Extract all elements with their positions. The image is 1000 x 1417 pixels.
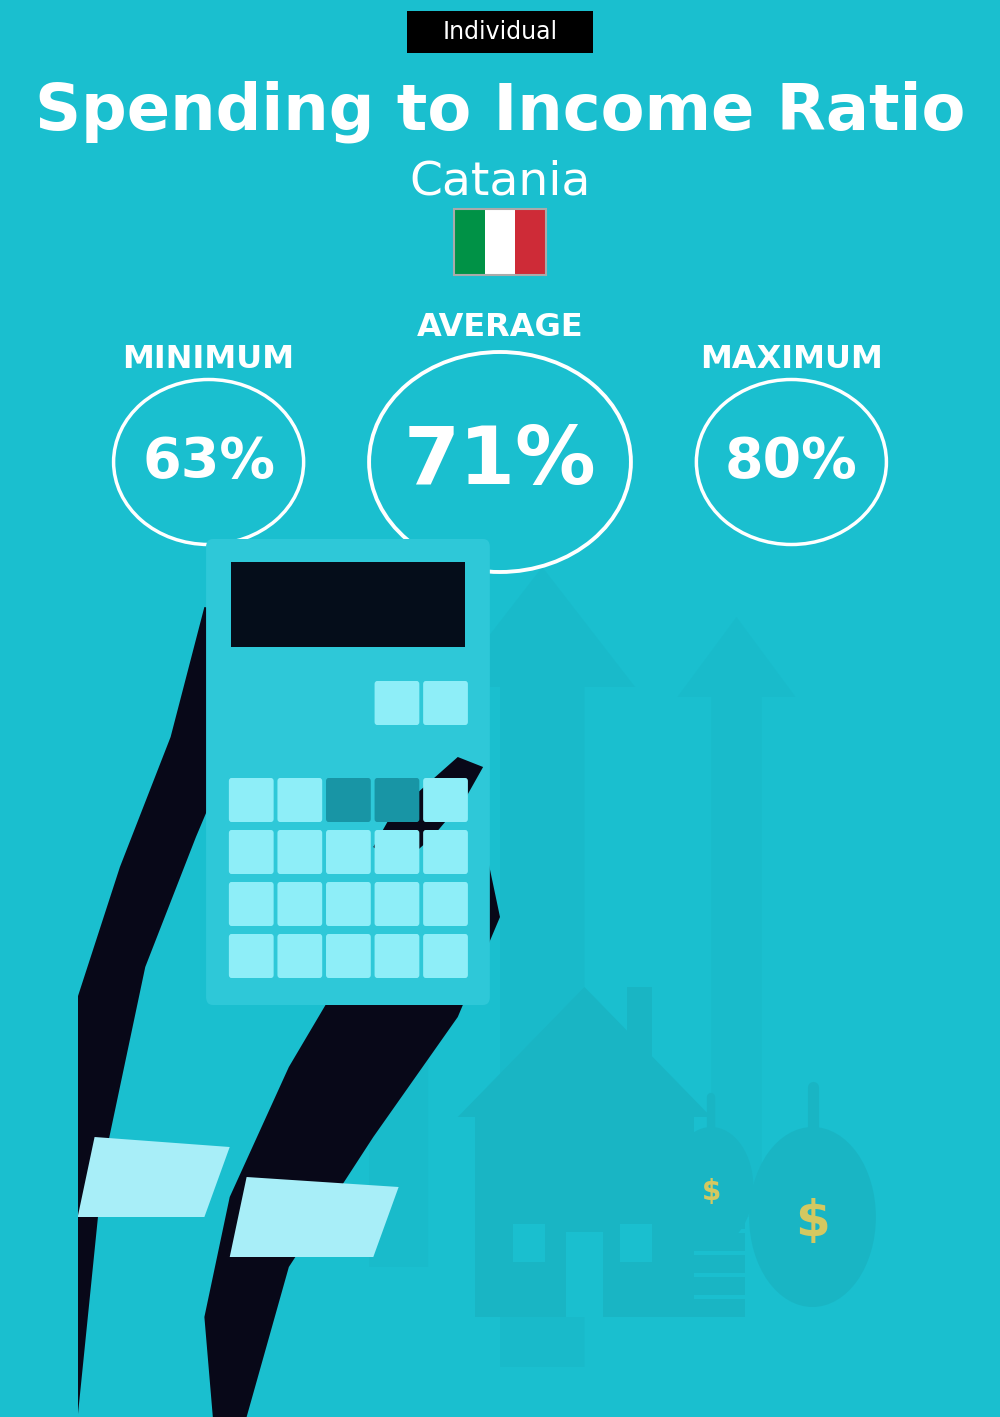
Ellipse shape (749, 1127, 876, 1306)
Polygon shape (52, 606, 264, 1417)
Text: Catania: Catania (409, 160, 591, 204)
Text: 63%: 63% (142, 435, 275, 489)
Bar (652, 1255, 745, 1272)
Bar (515, 210, 546, 275)
Bar (652, 1277, 745, 1295)
FancyBboxPatch shape (375, 934, 419, 978)
Text: $: $ (702, 1178, 721, 1206)
Polygon shape (677, 616, 796, 1217)
Polygon shape (373, 757, 483, 867)
Polygon shape (449, 567, 635, 1367)
Text: 71%: 71% (404, 424, 596, 502)
FancyBboxPatch shape (326, 778, 371, 822)
Text: $: $ (795, 1197, 830, 1246)
Bar (652, 1212, 745, 1229)
Polygon shape (331, 667, 466, 1267)
FancyBboxPatch shape (277, 830, 322, 874)
FancyBboxPatch shape (229, 934, 274, 978)
FancyBboxPatch shape (423, 881, 468, 925)
FancyBboxPatch shape (326, 830, 371, 874)
Text: Individual: Individual (442, 20, 558, 44)
FancyBboxPatch shape (277, 881, 322, 925)
FancyBboxPatch shape (423, 934, 468, 978)
FancyBboxPatch shape (375, 778, 419, 822)
Polygon shape (78, 1136, 230, 1217)
FancyBboxPatch shape (229, 778, 274, 822)
FancyBboxPatch shape (375, 682, 419, 726)
Text: 80%: 80% (725, 435, 858, 489)
FancyBboxPatch shape (277, 778, 322, 822)
FancyBboxPatch shape (423, 682, 468, 726)
Bar (652, 1299, 745, 1316)
Bar (485, 210, 515, 275)
Bar (454, 210, 485, 275)
FancyBboxPatch shape (423, 830, 468, 874)
FancyBboxPatch shape (375, 881, 419, 925)
FancyBboxPatch shape (206, 538, 490, 1005)
FancyBboxPatch shape (229, 881, 274, 925)
Bar (231, 563, 465, 648)
Bar (454, 210, 546, 275)
Text: MINIMUM: MINIMUM (123, 343, 295, 374)
Bar (627, 988, 652, 1067)
Polygon shape (458, 988, 711, 1117)
FancyBboxPatch shape (277, 934, 322, 978)
FancyBboxPatch shape (423, 778, 468, 822)
FancyBboxPatch shape (375, 830, 419, 874)
Polygon shape (204, 837, 500, 1417)
FancyBboxPatch shape (326, 934, 371, 978)
Bar (620, 1224, 652, 1263)
Bar (475, 1117, 694, 1316)
Text: MAXIMUM: MAXIMUM (700, 343, 883, 374)
Bar (513, 1224, 545, 1263)
Bar (566, 1231, 603, 1316)
Bar (652, 1233, 745, 1251)
FancyBboxPatch shape (326, 881, 371, 925)
Bar (652, 1189, 745, 1207)
FancyBboxPatch shape (229, 830, 274, 874)
Ellipse shape (669, 1127, 753, 1247)
Polygon shape (230, 1178, 399, 1257)
Text: AVERAGE: AVERAGE (417, 312, 583, 343)
Text: Spending to Income Ratio: Spending to Income Ratio (35, 81, 965, 143)
FancyBboxPatch shape (407, 11, 593, 52)
